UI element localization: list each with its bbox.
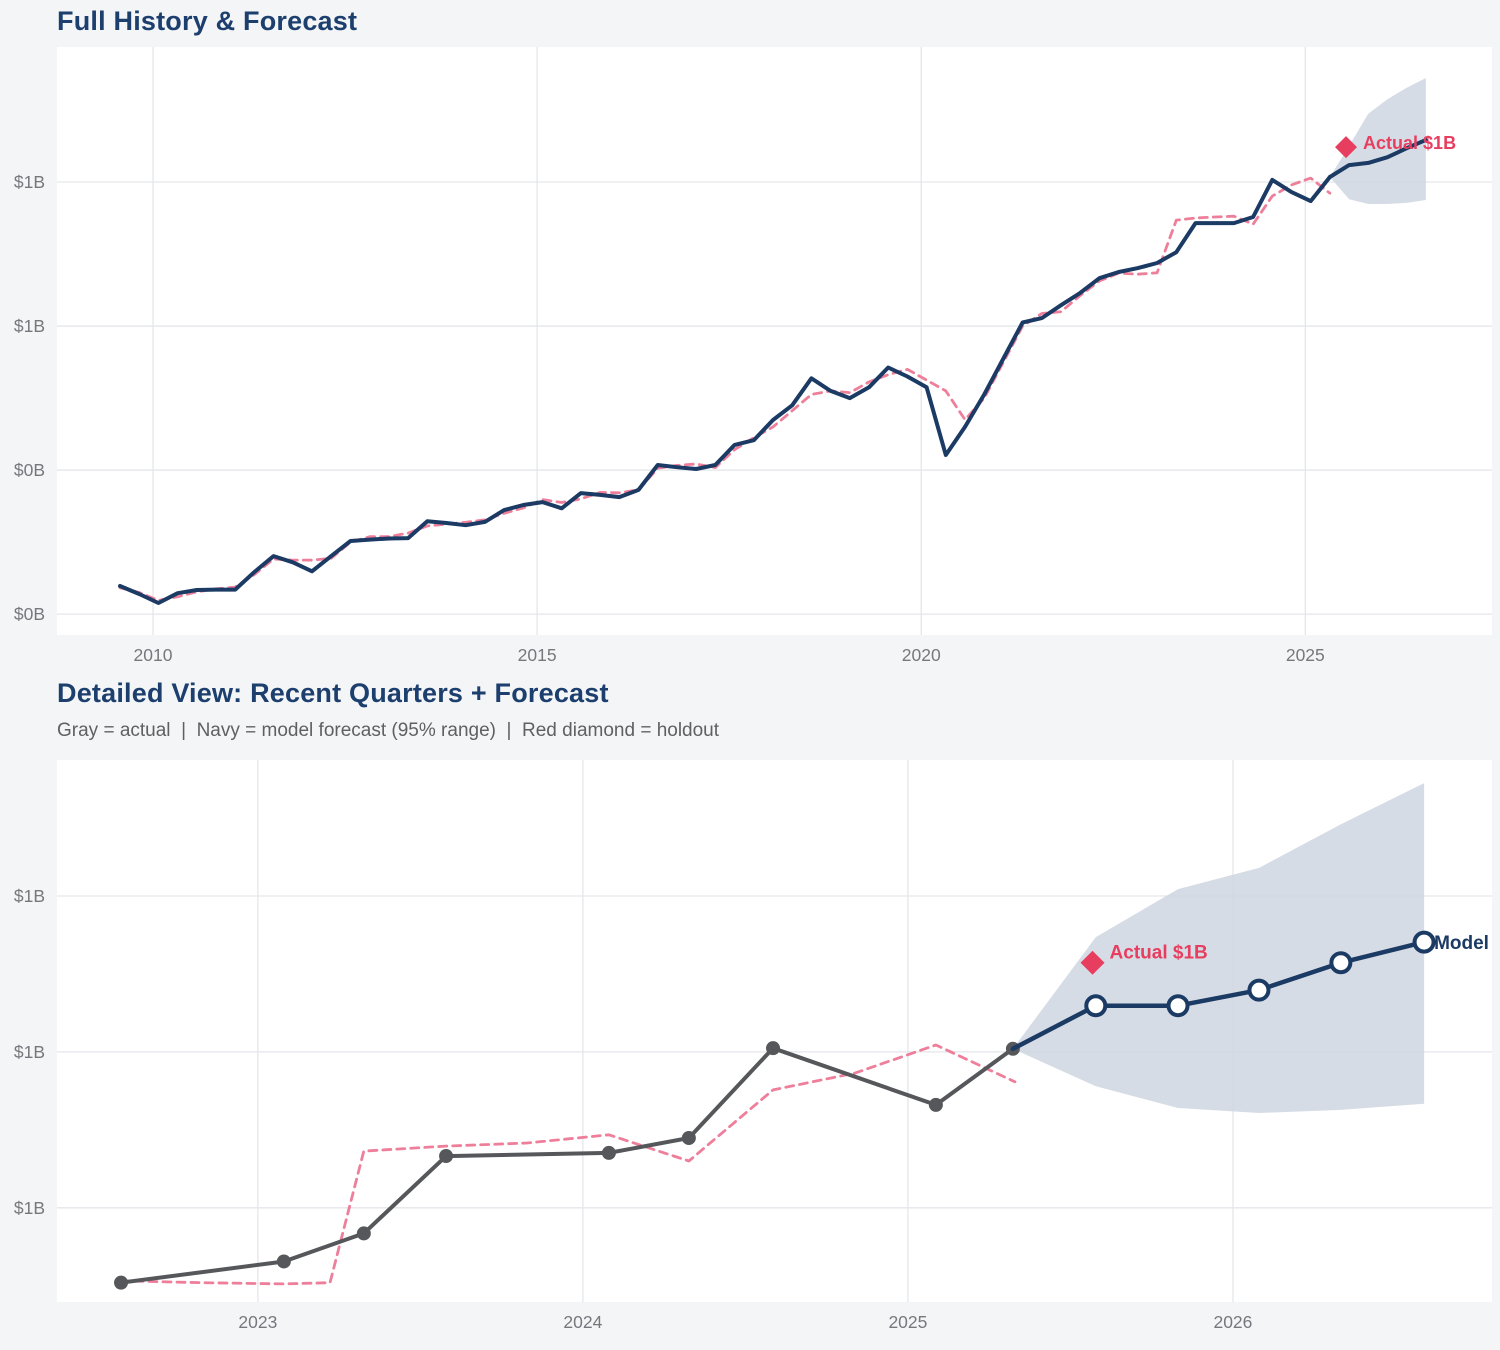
actual-point <box>276 1254 291 1269</box>
actual-point <box>766 1041 781 1056</box>
y-tick-label: $1B <box>14 886 45 906</box>
forecast-point <box>1412 930 1436 954</box>
actual-line <box>118 175 1332 605</box>
actual-point <box>928 1097 943 1112</box>
forecast-line <box>1010 939 1427 1052</box>
actual-point <box>601 1145 616 1160</box>
model-label: Model <box>1434 933 1489 954</box>
x-tick-label: 2024 <box>563 1312 602 1332</box>
holdout-diamond <box>1080 950 1105 975</box>
forecast-point <box>1084 994 1108 1018</box>
y-tick-label: $0B <box>14 604 45 624</box>
actual-point <box>439 1149 454 1164</box>
y-tick-label: $1B <box>14 1042 45 1062</box>
detail-chart: 2023 2024 2025 2026 $1B $1B $1B Actual $1B Model <box>14 760 1492 1332</box>
confidence-band <box>1329 78 1426 204</box>
x-tick-label: 2026 <box>1213 1312 1252 1332</box>
fitted-line <box>119 1043 1017 1286</box>
forecast-point <box>1329 951 1353 975</box>
full-history-chart: 2010 2015 2020 2025 $0B $0B $1B $1B Actual $1B <box>14 47 1492 665</box>
x-tick-label: 2025 <box>1286 645 1325 665</box>
plot-area <box>57 47 1492 635</box>
y-tick-label: $0B <box>14 460 45 480</box>
y-tick-label: $1B <box>14 316 45 336</box>
actual-point <box>356 1226 371 1241</box>
fitted-line <box>118 176 1332 602</box>
confidence-band <box>1012 783 1425 1113</box>
x-tick-label: 2020 <box>902 645 941 665</box>
actual-point <box>114 1275 129 1290</box>
y-tick-label: $1B <box>14 1198 45 1218</box>
detail-chart-title: Detailed View: Recent Quarters + Forecas… <box>57 678 609 708</box>
holdout-diamond <box>1335 136 1358 159</box>
full-history-chart-title: Full History & Forecast <box>57 6 358 36</box>
x-tick-label: 2015 <box>518 645 557 665</box>
x-tick-label: 2025 <box>888 1312 927 1332</box>
holdout-label: Actual $1B <box>1363 133 1456 153</box>
actual-point <box>681 1130 696 1145</box>
y-tick-label: $1B <box>14 172 45 192</box>
forecast-point <box>1166 994 1190 1018</box>
x-tick-label: 2010 <box>134 645 173 665</box>
x-tick-label: 2023 <box>238 1312 277 1332</box>
holdout-label: Actual $1B <box>1110 943 1208 964</box>
detail-chart-subtitle: Gray = actual | Navy = model forecast (9… <box>57 720 720 741</box>
forecast-line <box>1327 137 1428 179</box>
forecast-point <box>1247 978 1271 1002</box>
